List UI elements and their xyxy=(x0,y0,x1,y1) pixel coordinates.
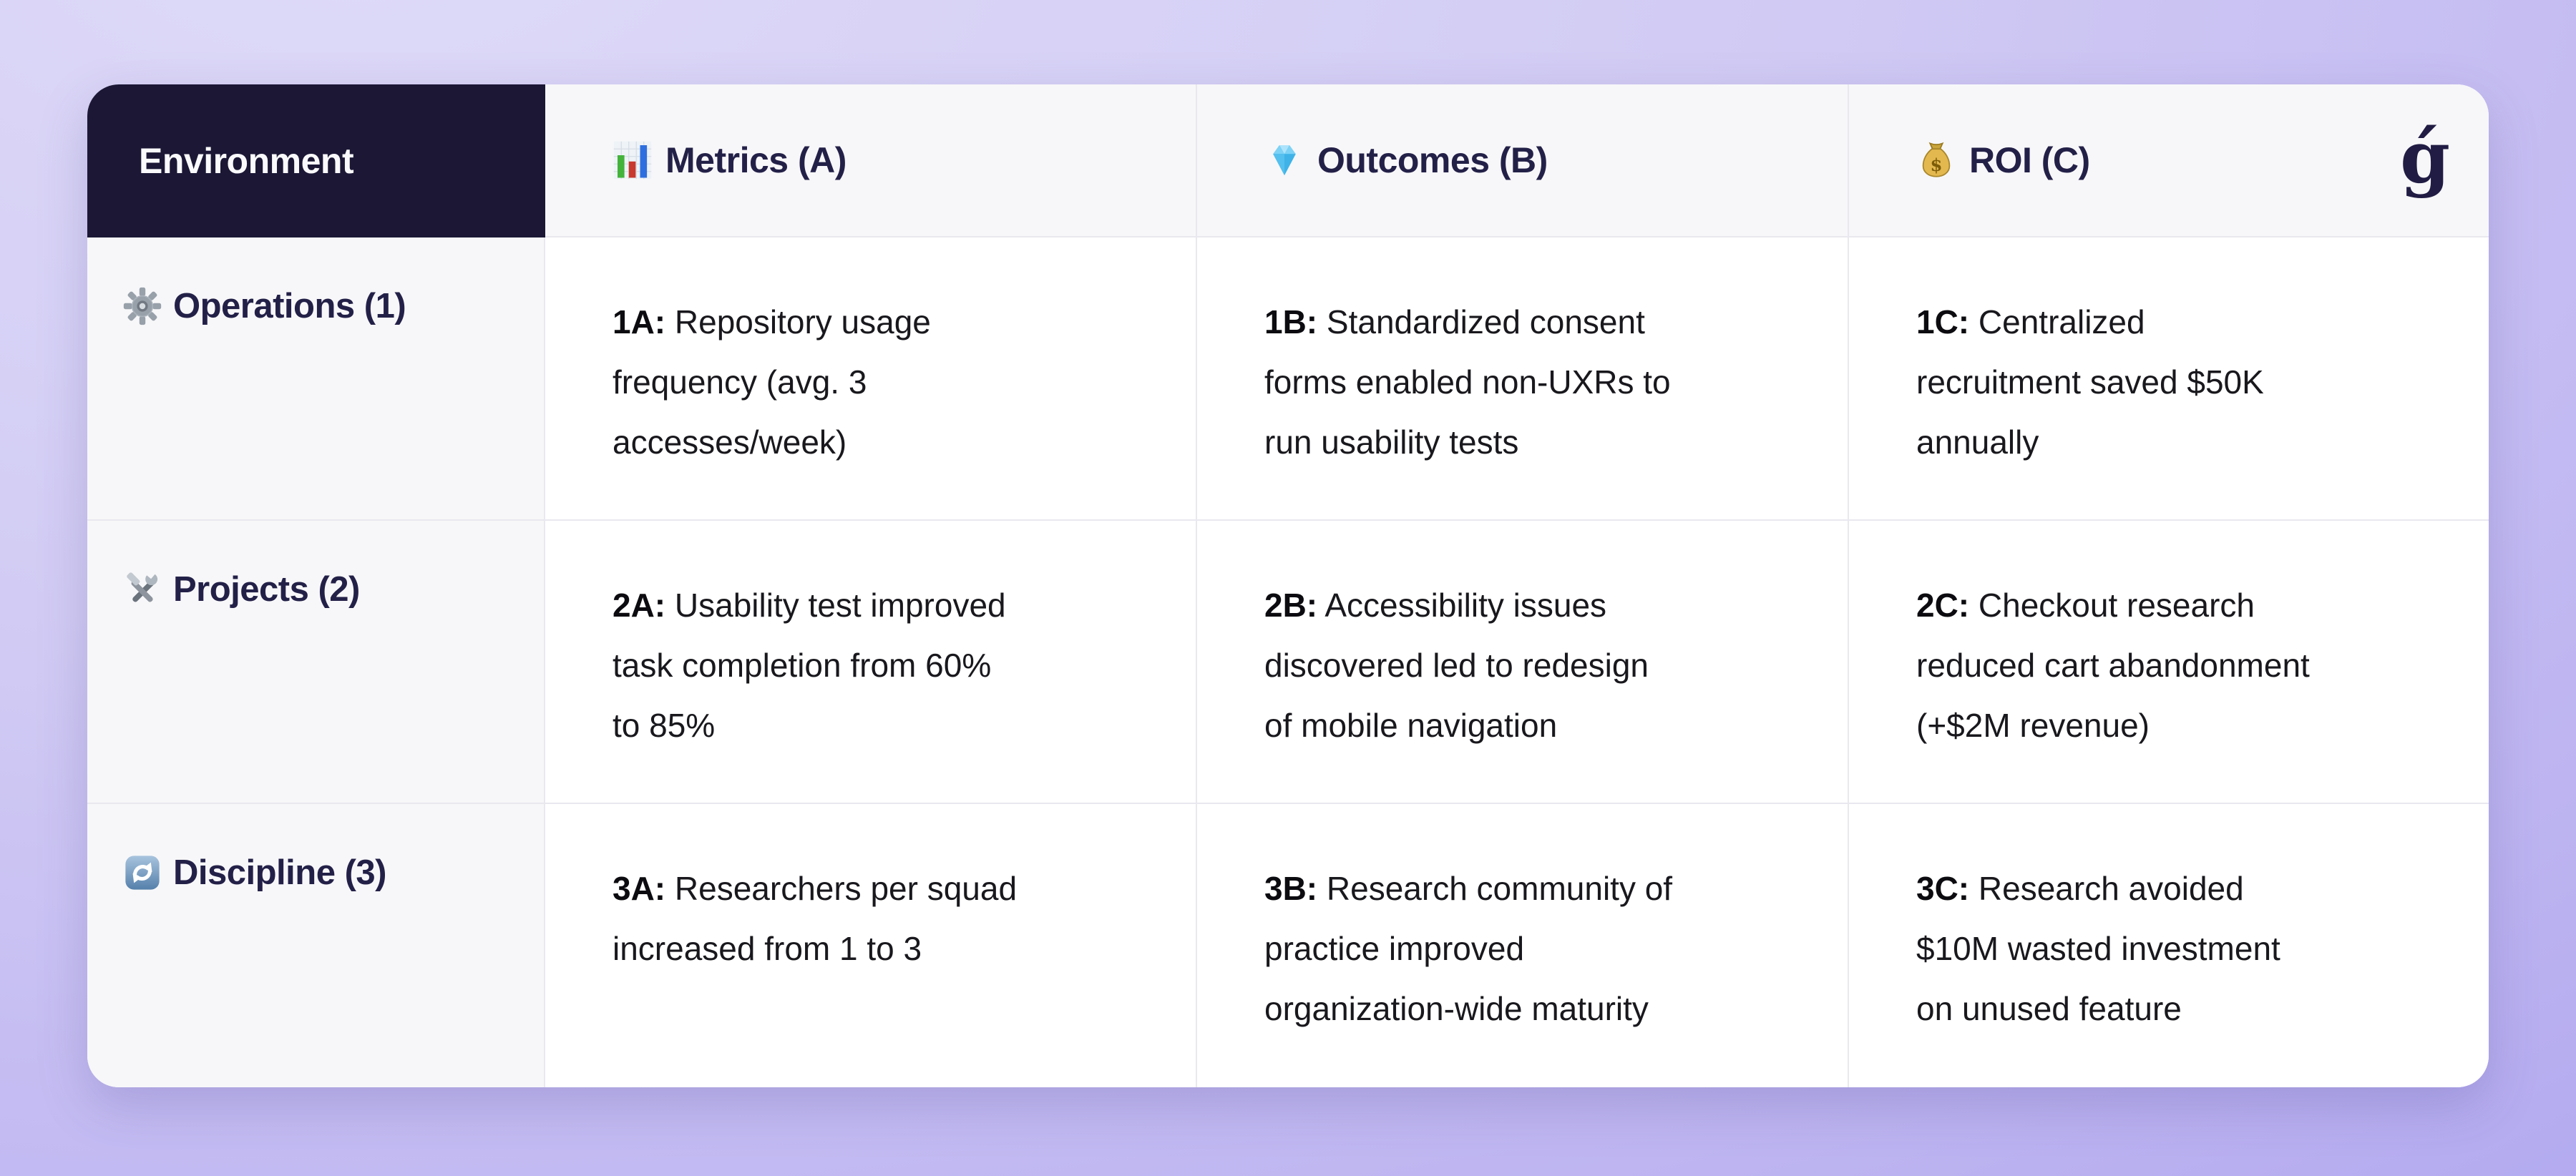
gear-icon xyxy=(123,287,162,325)
svg-text:$: $ xyxy=(1930,155,1942,175)
operations-row-label: Operations (1) xyxy=(173,287,406,325)
cell-1c-label: 1C: xyxy=(1916,303,1970,340)
column-header-roi: $ ROI (C) ǵ xyxy=(1849,84,2489,237)
cell-1c-text: Centralized recruitment saved $50K annua… xyxy=(1916,303,2264,461)
cell-2c-text: Checkout research reduced cart abandonme… xyxy=(1916,587,2310,744)
cell-1a: 1A: Repository usage frequency (avg. 3 a… xyxy=(545,237,1197,521)
brand-logo: ǵ xyxy=(2400,114,2450,200)
row-header-discipline: Discipline (3) xyxy=(87,804,545,1087)
cell-1c: 1C: Centralized recruitment saved $50K a… xyxy=(1849,237,2489,521)
cell-3b-label: 3B: xyxy=(1264,870,1318,907)
cell-3a-text: Researchers per squad increased from 1 t… xyxy=(613,870,1018,967)
row-header-projects: Projects (2) xyxy=(87,521,545,804)
cell-2a: 2A: Usability test improved task complet… xyxy=(545,521,1197,804)
projects-row-label: Projects (2) xyxy=(173,570,360,609)
bar-chart-icon xyxy=(613,140,653,180)
outcomes-header-label: Outcomes (B) xyxy=(1317,140,1548,180)
metrics-header-label: Metrics (A) xyxy=(665,140,847,180)
cell-1b-label: 1B: xyxy=(1264,303,1318,340)
cell-2c: 2C: Checkout research reduced cart aband… xyxy=(1849,521,2489,804)
cell-3b: 3B: Research community of practice impro… xyxy=(1197,804,1849,1087)
cell-2b-text: Accessibility issues discovered led to r… xyxy=(1264,587,1649,744)
row-header-operations: Operations (1) xyxy=(87,237,545,521)
refresh-icon xyxy=(123,853,162,892)
environment-header-label: Environment xyxy=(139,141,354,181)
cell-2a-text: Usability test improved task completion … xyxy=(613,587,1006,744)
gem-icon xyxy=(1264,140,1304,180)
cell-2c-label: 2C: xyxy=(1916,587,1970,624)
money-bag-icon: $ xyxy=(1916,140,1956,180)
cell-3c: 3C: Research avoided $10M wasted investm… xyxy=(1849,804,2489,1087)
cell-3c-label: 3C: xyxy=(1916,870,1970,907)
research-impact-matrix-table: Environment Metrics (A) xyxy=(87,84,2489,1087)
column-header-environment: Environment xyxy=(87,84,545,237)
roi-header-label: ROI (C) xyxy=(1969,140,2090,180)
cell-3a-label: 3A: xyxy=(613,870,666,907)
cell-1b-text: Standardized consent forms enabled non-U… xyxy=(1264,303,1671,461)
cell-3a: 3A: Researchers per squad increased from… xyxy=(545,804,1197,1087)
cell-2a-label: 2A: xyxy=(613,587,666,624)
cell-2b: 2B: Accessibility issues discovered led … xyxy=(1197,521,1849,804)
cell-1a-text: Repository usage frequency (avg. 3 acces… xyxy=(613,303,931,461)
cell-1a-label: 1A: xyxy=(613,303,666,340)
hammer-wrench-icon xyxy=(123,570,162,609)
column-header-outcomes: Outcomes (B) xyxy=(1197,84,1849,237)
column-header-metrics: Metrics (A) xyxy=(545,84,1197,237)
cell-3c-text: Research avoided $10M wasted investment … xyxy=(1916,870,2280,1027)
discipline-row-label: Discipline (3) xyxy=(173,853,386,892)
cell-1b: 1B: Standardized consent forms enabled n… xyxy=(1197,237,1849,521)
cell-3b-text: Research community of practice improved … xyxy=(1264,870,1673,1027)
cell-2b-label: 2B: xyxy=(1264,587,1318,624)
